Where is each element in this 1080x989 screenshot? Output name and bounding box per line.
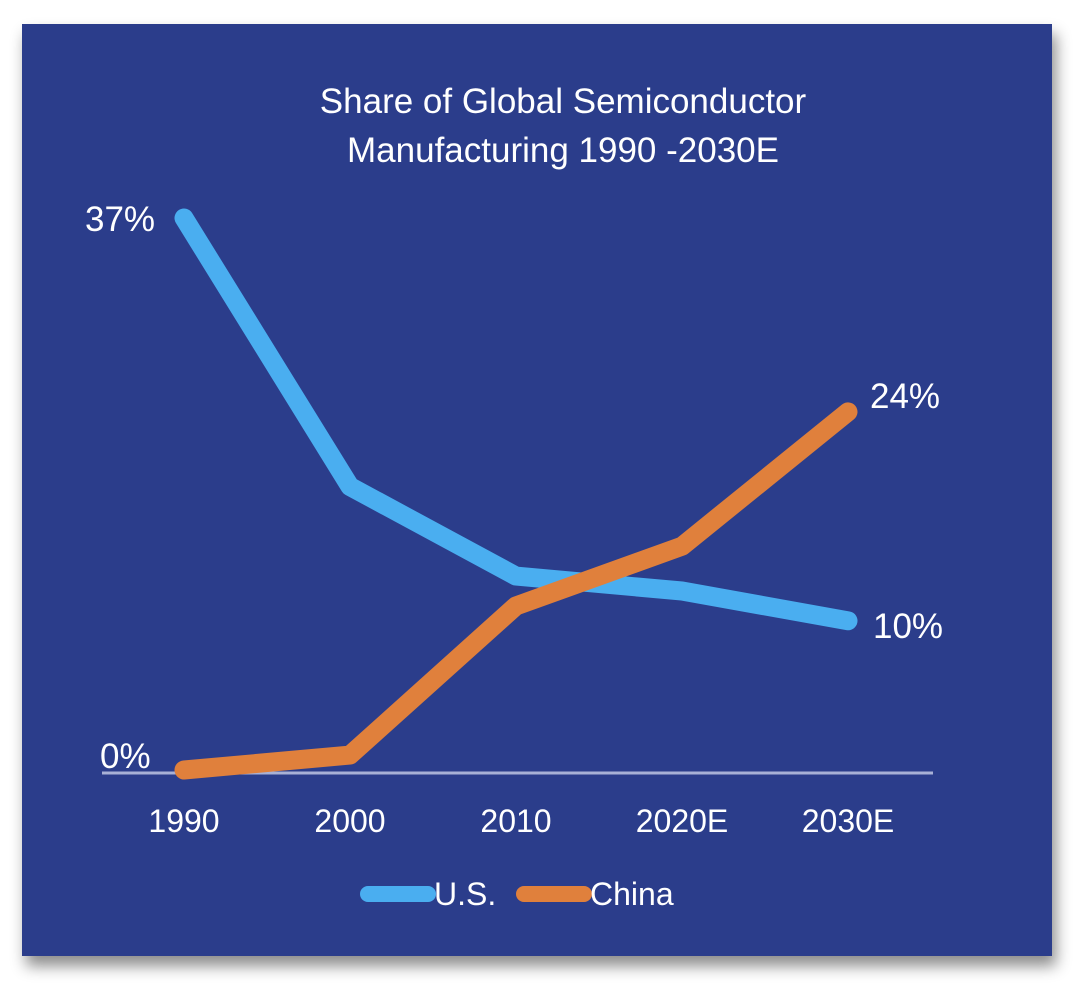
legend: U.S. China <box>360 876 674 912</box>
x-tick-labels: 1990 2000 2010 2020E 2030E <box>148 803 894 839</box>
x-tick-label: 2030E <box>802 803 895 839</box>
chart-title-line-2: Manufacturing 1990 -2030E <box>347 131 779 170</box>
legend-us-label: U.S. <box>434 876 496 912</box>
legend-china-label: China <box>590 876 674 912</box>
label-us-end: 10% <box>873 607 943 646</box>
label-china-end: 24% <box>870 377 940 416</box>
chart-title-line-1: Share of Global Semiconductor <box>320 82 807 121</box>
x-tick-label: 2000 <box>314 803 385 839</box>
label-us-start: 37% <box>85 200 155 239</box>
series-line-us <box>174 208 858 631</box>
chart-background <box>22 24 1052 956</box>
series-line-china <box>174 402 858 780</box>
x-tick-label: 2020E <box>636 803 729 839</box>
label-zero: 0% <box>100 737 151 776</box>
x-tick-label: 1990 <box>148 803 219 839</box>
x-tick-label: 2010 <box>480 803 551 839</box>
series-lines <box>174 208 858 780</box>
